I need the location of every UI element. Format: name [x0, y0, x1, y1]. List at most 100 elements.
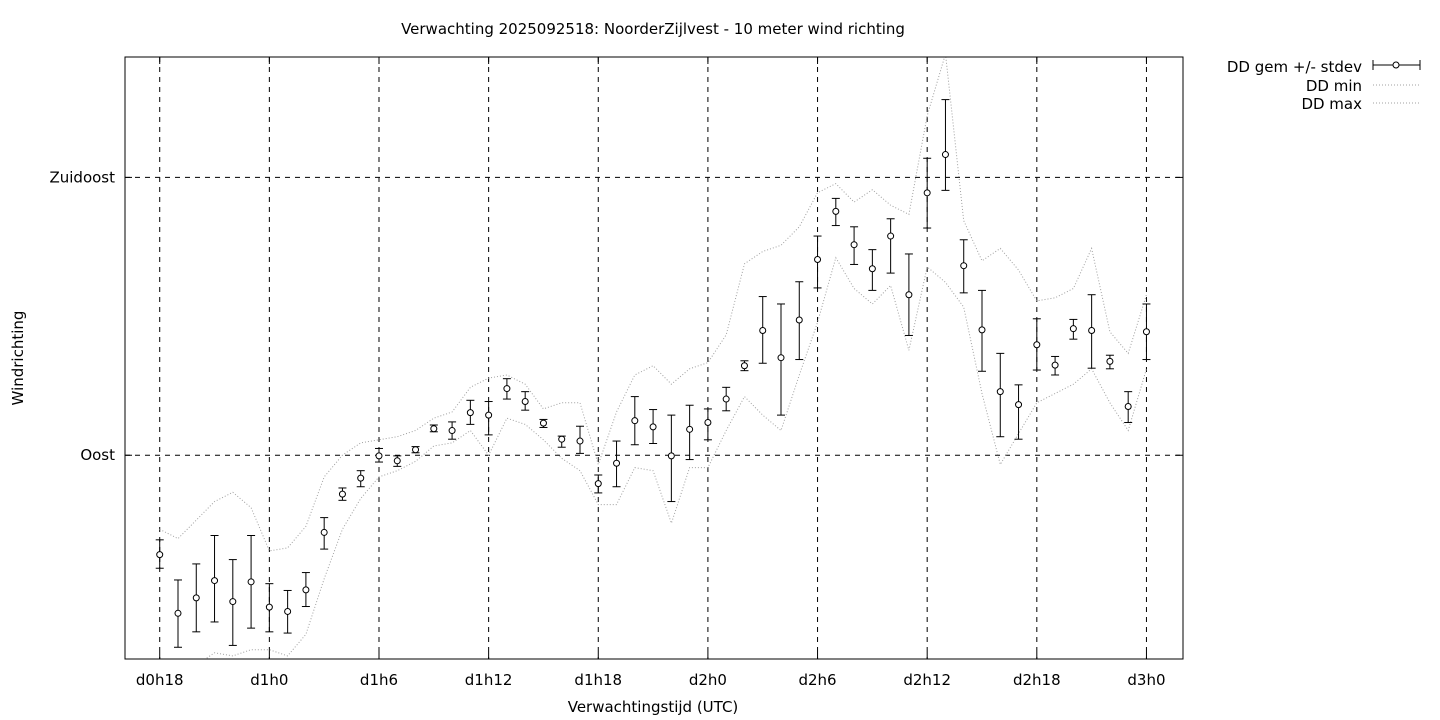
data-point	[612, 440, 621, 488]
mean-marker	[1069, 325, 1077, 333]
data-point	[996, 352, 1005, 438]
data-point	[831, 197, 840, 227]
mean-marker	[412, 446, 420, 454]
data-point	[1142, 303, 1151, 361]
mean-marker	[1088, 327, 1096, 335]
series-lines	[159, 57, 1147, 659]
mean-marker	[192, 594, 200, 602]
mean-marker	[722, 395, 730, 403]
data-point	[886, 218, 895, 274]
mean-marker	[759, 327, 767, 335]
data-point	[1032, 318, 1041, 371]
data-point	[941, 99, 950, 191]
x-tick-label: d2h6	[798, 671, 836, 689]
data-point	[850, 226, 859, 265]
data-point	[795, 281, 804, 361]
x-axis: d0h18 d1h0 d1h6 d1h12 d1h18 d2h0 d2h6 d2h12 d2h1…	[136, 57, 1166, 689]
data-point	[210, 535, 219, 623]
mean-marker	[960, 262, 968, 270]
mean-marker	[503, 385, 511, 393]
mean-marker	[430, 425, 438, 433]
mean-marker	[1015, 401, 1023, 409]
data-point	[575, 425, 584, 454]
data-point	[1051, 355, 1060, 376]
mean-marker	[814, 256, 822, 264]
data-point	[923, 157, 932, 229]
data-point	[959, 239, 968, 294]
mean-marker	[667, 452, 675, 460]
data-point	[685, 404, 694, 461]
legend-label-max: DD max	[1301, 95, 1362, 113]
x-tick-label: d2h0	[689, 671, 727, 689]
data-point	[301, 572, 310, 608]
mean-marker	[1033, 341, 1041, 349]
mean-marker	[868, 265, 876, 273]
data-point	[649, 409, 658, 445]
data-point	[356, 470, 365, 488]
series-line-2	[159, 57, 1147, 552]
mean-marker	[887, 232, 895, 240]
legend-item-mean: DD gem +/- stdev	[1227, 58, 1421, 76]
x-tick-label: d1h12	[465, 671, 513, 689]
data-point	[448, 421, 457, 440]
mean-marker	[466, 409, 474, 417]
chart-title: Verwachting 2025092518: NoorderZijlvest …	[401, 20, 905, 38]
mean-marker	[521, 398, 529, 406]
mean-marker	[704, 419, 712, 427]
y-axis: Oost Zuidoost	[49, 168, 1183, 464]
mean-marker	[320, 528, 328, 536]
mean-marker	[978, 326, 986, 334]
series-points	[155, 99, 1151, 648]
x-tick-label: d1h0	[250, 671, 288, 689]
data-point	[539, 418, 548, 428]
data-point	[1105, 354, 1114, 370]
data-point	[265, 583, 274, 633]
data-point	[173, 579, 182, 648]
data-point	[904, 253, 913, 336]
data-point	[557, 435, 566, 448]
legend-label-min: DD min	[1306, 77, 1362, 95]
data-point	[630, 396, 639, 446]
mean-marker	[941, 151, 949, 159]
data-point	[374, 447, 383, 463]
x-tick-label: d2h18	[1013, 671, 1061, 689]
mean-marker	[229, 598, 237, 606]
mean-marker	[740, 362, 748, 370]
mean-marker	[284, 607, 292, 615]
grid	[125, 57, 1183, 659]
mean-marker	[156, 551, 164, 559]
legend-item-min: DD min	[1306, 77, 1420, 95]
legend-item-max: DD max	[1301, 95, 1420, 113]
data-point	[502, 378, 511, 400]
mean-marker	[211, 577, 219, 585]
data-point	[977, 289, 986, 372]
data-point	[155, 539, 164, 569]
data-point	[740, 360, 749, 372]
mean-marker	[777, 354, 785, 362]
mean-marker	[686, 425, 694, 433]
data-point	[1124, 391, 1133, 424]
x-axis-label: Verwachtingstijd (UTC)	[568, 698, 739, 716]
data-point	[466, 399, 475, 425]
data-point	[594, 474, 603, 494]
legend: DD gem +/- stdev DD min DD max	[1227, 58, 1421, 113]
data-point	[1014, 384, 1023, 440]
data-point	[247, 535, 256, 629]
data-point	[703, 408, 712, 441]
mean-marker	[558, 435, 566, 443]
data-point	[320, 517, 329, 550]
mean-marker	[485, 411, 493, 419]
mean-marker	[795, 316, 803, 324]
data-point	[429, 424, 438, 433]
mean-marker	[393, 457, 401, 465]
mean-marker	[375, 452, 383, 460]
mean-marker	[649, 423, 657, 431]
mean-marker	[576, 437, 584, 445]
mean-marker	[448, 427, 456, 435]
mean-marker	[357, 474, 365, 482]
data-point	[393, 455, 402, 467]
y-axis-label: Windrichting	[9, 311, 27, 406]
data-point	[1069, 318, 1078, 340]
series-line-1	[204, 256, 1147, 659]
